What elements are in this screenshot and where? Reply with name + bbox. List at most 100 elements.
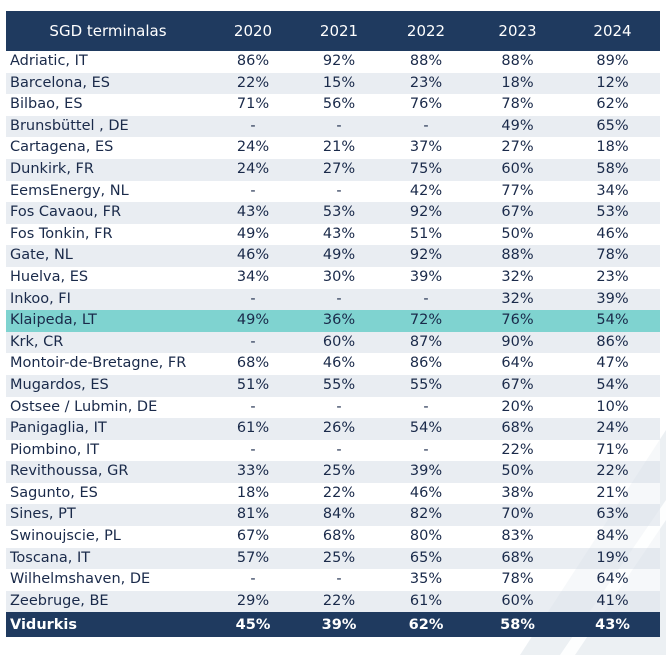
utilization-cell: 50%	[470, 461, 565, 483]
table-row: Zeebruge, BE 29% 22% 61% 60% 41%	[6, 590, 660, 613]
utilization-cell: 64%	[470, 353, 565, 375]
header-cell: 2024	[565, 11, 660, 51]
terminal-name-cell: Huelva, ES	[6, 266, 210, 289]
utilization-cell: 67%	[210, 526, 296, 548]
utilization-cell: 58%	[565, 158, 660, 181]
terminal-name-cell: Fos Cavaou, FR	[6, 202, 210, 224]
terminal-name-cell: Adriatic, IT	[6, 51, 210, 73]
utilization-cell: -	[210, 288, 296, 311]
utilization-cell: 68%	[470, 547, 565, 570]
utilization-cell: 50%	[470, 223, 565, 246]
terminal-name-cell: Montoir-de-Bretagne, FR	[6, 353, 210, 375]
utilization-cell: 67%	[470, 374, 565, 397]
utilization-cell: 68%	[210, 353, 296, 375]
utilization-cell: 29%	[210, 590, 296, 613]
utilization-cell: 41%	[565, 590, 660, 613]
utilization-cell: 46%	[210, 245, 296, 267]
utilization-cell: 21%	[296, 137, 382, 159]
table-row: Ostsee / Lubmin, DE - - -20% 10%	[6, 396, 660, 419]
utilization-cell: -	[382, 439, 470, 462]
utilization-cell: 18%	[210, 482, 296, 505]
utilization-cell: 22%	[296, 590, 382, 613]
utilization-cell: 33%	[210, 461, 296, 483]
terminal-name-cell: Panigaglia, IT	[6, 418, 210, 440]
utilization-cell: 24%	[210, 137, 296, 159]
utilization-cell: 36%	[296, 310, 382, 332]
utilization-cell: 68%	[296, 526, 382, 548]
utilization-cell: 57%	[210, 547, 296, 570]
utilization-cell: 64%	[565, 569, 660, 591]
utilization-cell: 39%	[382, 461, 470, 483]
utilization-cell: -	[382, 288, 470, 311]
utilization-cell: -	[210, 439, 296, 462]
utilization-cell: 25%	[296, 547, 382, 570]
utilization-cell: 49%	[470, 115, 565, 138]
utilization-cell: -	[296, 115, 382, 138]
utilization-cell: 22%	[565, 461, 660, 483]
utilization-cell: 24%	[565, 418, 660, 440]
table-row: Panigaglia, IT 61% 26% 54% 68% 24%	[6, 418, 660, 440]
table-row: Sines, PT 81% 84% 82% 70% 63%	[6, 504, 660, 527]
utilization-cell: 49%	[210, 223, 296, 246]
utilization-cell: 35%	[382, 569, 470, 591]
utilization-cell: 70%	[470, 504, 565, 527]
utilization-cell: 78%	[565, 245, 660, 267]
utilization-cell: 88%	[470, 51, 565, 73]
utilization-cell: -	[296, 439, 382, 462]
terminal-name-cell: Zeebruge, BE	[6, 590, 210, 613]
utilization-cell: 88%	[470, 245, 565, 267]
utilization-cell: -	[210, 396, 296, 419]
header-cell: SGD terminalas	[6, 11, 210, 51]
utilization-cell: 32%	[470, 288, 565, 311]
utilization-cell: 60%	[470, 590, 565, 613]
utilization-cell: 76%	[382, 94, 470, 116]
utilization-cell: 87%	[382, 331, 470, 354]
terminal-name-cell: Bilbao, ES	[6, 94, 210, 116]
header-cell: 2023	[470, 11, 565, 51]
utilization-cell: 60%	[470, 158, 565, 181]
terminal-name-cell: Klaipeda, LT	[6, 310, 210, 332]
table-header: SGD terminalas 2020 2021 2022 2023 2024	[6, 11, 660, 51]
table-row: Fos Tonkin, FR 49% 43% 51% 50% 46%	[6, 223, 660, 246]
utilization-cell: 86%	[210, 51, 296, 73]
average-label: Vidurkis	[6, 612, 210, 638]
utilization-cell: 82%	[382, 504, 470, 527]
terminal-name-cell: Gate, NL	[6, 245, 210, 267]
utilization-cell: 22%	[210, 72, 296, 95]
utilization-cell: 43%	[210, 202, 296, 224]
utilization-cell: 47%	[565, 353, 660, 375]
utilization-cell: 49%	[296, 245, 382, 267]
terminal-name-cell: Swinoujscie, PL	[6, 526, 210, 548]
utilization-cell: 65%	[565, 115, 660, 138]
utilization-cell: -	[210, 569, 296, 591]
utilization-cell: 68%	[470, 418, 565, 440]
table-row: Mugardos, ES 51% 55% 55% 67% 54%	[6, 374, 660, 397]
utilization-cell: 12%	[565, 72, 660, 95]
utilization-cell: 71%	[210, 94, 296, 116]
utilization-cell: 78%	[470, 94, 565, 116]
terminal-name-cell: Brunsbüttel , DE	[6, 115, 210, 138]
utilization-cell: 42%	[382, 180, 470, 203]
utilization-cell: 83%	[470, 526, 565, 548]
utilization-cell: 18%	[565, 137, 660, 159]
lng-terminal-utilization-table: SGD terminalas 2020 2021 2022 2023 2024 …	[6, 11, 660, 638]
utilization-cell: 72%	[382, 310, 470, 332]
average-cell: 62%	[382, 612, 470, 638]
utilization-cell: 92%	[296, 51, 382, 73]
utilization-cell: 38%	[470, 482, 565, 505]
utilization-cell: 76%	[470, 310, 565, 332]
utilization-cell: 67%	[470, 202, 565, 224]
terminal-name-cell: EemsEnergy, NL	[6, 180, 210, 203]
utilization-cell: 63%	[565, 504, 660, 527]
utilization-cell: 86%	[382, 353, 470, 375]
table-row: Barcelona, ES 22% 15% 23% 18% 12%	[6, 72, 660, 95]
table-row: Adriatic, IT 86% 92% 88% 88% 89%	[6, 51, 660, 73]
average-cell: 45%	[210, 612, 296, 638]
header-row: SGD terminalas 2020 2021 2022 2023 2024	[6, 11, 660, 51]
utilization-cell: 54%	[565, 374, 660, 397]
utilization-cell: 54%	[382, 418, 470, 440]
table-row: Toscana, IT 57% 25% 65% 68% 19%	[6, 547, 660, 570]
utilization-cell: 49%	[210, 310, 296, 332]
table-row: Gate, NL 46% 49% 92% 88% 78%	[6, 245, 660, 267]
utilization-cell: 80%	[382, 526, 470, 548]
